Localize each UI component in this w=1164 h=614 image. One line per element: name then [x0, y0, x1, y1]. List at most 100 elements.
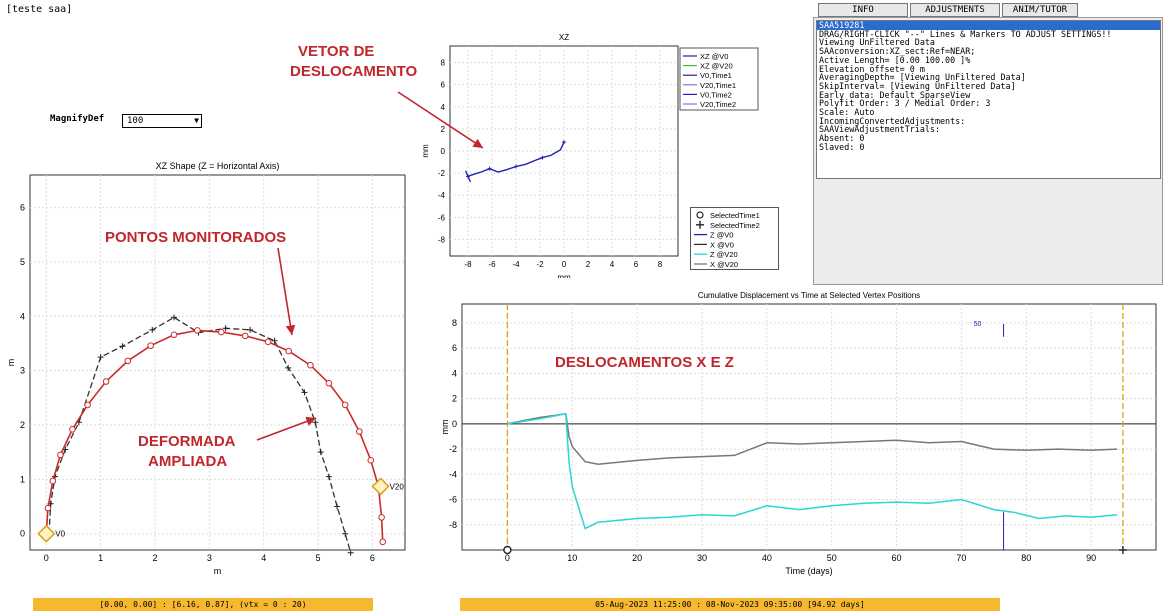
annotation-pontos: PONTOS MONITORADOS [105, 229, 287, 246]
vector-point [514, 164, 518, 169]
info-line: SkipInterval= [Viewing UnFiltered Data] [819, 80, 1016, 91]
deformed-point [119, 343, 126, 350]
y-tick-label: 8 [441, 59, 446, 68]
y-tick-label: -8 [449, 520, 457, 530]
info-line: Scale: Auto [819, 107, 875, 118]
annotation-vetor: VETOR DE DESLOCAMENTO [290, 42, 417, 82]
info-line[interactable]: SAA519281 [817, 21, 1160, 30]
shape-point [367, 457, 375, 464]
deformed-point [317, 449, 324, 456]
tab-bar: INFO ADJUSTMENTS ANIM/TUTOR [818, 3, 1078, 17]
shape-point [341, 401, 349, 409]
info-line: SAAViewAdjustmentTrials: [819, 124, 941, 135]
tab-anim-tutor[interactable]: ANIM/TUTOR [1002, 3, 1078, 17]
y-tick-label: -2 [438, 169, 446, 178]
chart-title: Cumulative Displacement vs Time at Selec… [698, 291, 920, 300]
y-tick-label: 4 [452, 368, 457, 378]
vertex-label: V20 [390, 482, 405, 491]
chart-title: XZ [559, 33, 569, 42]
x-tick-label: 4 [261, 553, 266, 563]
x-tick-label: 6 [634, 260, 639, 269]
info-line: AveragingDepth= [Viewing UnFiltered Data… [819, 72, 1026, 83]
shape-point [264, 338, 272, 346]
deformed-point [347, 549, 354, 556]
xz-shape-chart: 0 1 2 3 4 5 6 0 1 2 3 4 5 6 XZ Shape (Z = Horizontal A… [6, 161, 406, 576]
shape-point [285, 347, 292, 355]
time2-marker [1118, 546, 1127, 554]
annotation-vetor-line2: DESLOCAMENTO [290, 63, 418, 80]
time-chart: 0 10 20 30 40 50 60 70 80 90 -8 -6 -4 -2 0 2 4 6 8 Cumulati… [440, 291, 1157, 576]
shape-point [57, 451, 64, 459]
x-tick-label: -2 [536, 260, 544, 269]
x-tick-label: -8 [464, 260, 472, 269]
info-line: Elevation offset= 0 m [819, 63, 925, 74]
vector-point [487, 166, 492, 171]
x-tick-label: 1 [98, 553, 103, 563]
y-tick-label: 4 [441, 103, 446, 112]
shape-point [170, 331, 178, 339]
deformed-point [342, 530, 349, 537]
deformed-point [97, 354, 104, 361]
shape-point [49, 477, 57, 485]
y-tick-label: 6 [452, 343, 457, 353]
annotation-deslocamentos: DESLOCAMENTOS X E Z [555, 354, 734, 371]
shape-point [84, 401, 91, 409]
legend-label: Z @V0 [710, 231, 733, 240]
footer-coords: [0.00, 0.00] : [6.16, 0.87], (vtx = 0 : … [33, 598, 373, 611]
shape-point [194, 327, 201, 334]
x-tick-label: 50 [827, 553, 837, 563]
y-tick-label: 6 [20, 203, 25, 213]
x-tick-label: 10 [567, 553, 577, 563]
legend-label: X @V20 [710, 260, 738, 269]
shape-point [325, 379, 333, 387]
shape-point [147, 342, 154, 349]
y-tick-label: 8 [452, 318, 457, 328]
x-tick-label: 0 [44, 553, 49, 563]
legend-label: V0,Time1 [700, 71, 732, 80]
y-tick-label: 0 [441, 147, 446, 156]
annotation-vetor-line1: VETOR DE [298, 43, 375, 60]
plot-area [29, 174, 406, 551]
info-line: Polyfit Order: 3 / Medial Order: 3 [819, 98, 991, 109]
x-tick-label: 2 [152, 553, 157, 563]
info-line: DRAG/RIGHT-CLICK "--" Lines & Markers TO… [819, 28, 1112, 39]
y-tick-label: -6 [438, 213, 446, 222]
x-axis-label: Time (days) [785, 566, 832, 576]
legend-label: XZ @V0 [700, 52, 728, 61]
annotation-deformada: DEFORMADA AMPLIADA [138, 432, 236, 472]
y-axis-label: mm [421, 144, 430, 158]
y-tick-label: -6 [449, 495, 457, 505]
info-listbox[interactable]: SAA519281 DRAG/RIGHT-CLICK "--" Lines & M… [816, 20, 1161, 179]
xz-vector-chart: -8 -6 -4 -2 0 2 4 6 8 -8 -6 -4 -2 0 2 4 6 8 XZ mm mm XZ @V0XZ… [421, 33, 759, 278]
y-tick-label: -4 [438, 191, 446, 200]
legend-label: XZ @V20 [700, 62, 733, 71]
x-tick-label: 0 [562, 260, 567, 269]
y-axis-label: m [6, 359, 16, 367]
shape-point [356, 428, 363, 435]
info-line: SAAconversion:XZ_sect:Ref=NEAR; [819, 46, 976, 57]
shape-point [378, 514, 385, 521]
shape-point [379, 538, 387, 546]
magnify-select[interactable]: 100 ▼ [122, 114, 202, 128]
x-axis-label: mm [557, 273, 571, 278]
annotation-deformada-line2: AMPLIADA [148, 453, 228, 470]
deformed-point [334, 503, 341, 510]
series-line [507, 412, 1118, 530]
info-line: IncomingConvertedAdjustments: [819, 115, 966, 126]
shape-point [44, 504, 52, 512]
x-tick-label: 0 [505, 553, 510, 563]
legend-label: SelectedTime1 [710, 211, 760, 220]
x-tick-label: 6 [370, 553, 375, 563]
tab-adjustments[interactable]: ADJUSTMENTS [910, 3, 1000, 17]
x-tick-label: 3 [207, 553, 212, 563]
shape-point [241, 332, 249, 340]
legend-label: V20,Time2 [700, 100, 736, 109]
x-tick-label: -6 [488, 260, 496, 269]
series-line [507, 412, 1118, 465]
tab-info[interactable]: INFO [818, 3, 908, 17]
y-tick-label: 2 [452, 394, 457, 404]
shape-point [69, 426, 76, 433]
marker-label: 50 [974, 321, 982, 328]
x-tick-label: 80 [1021, 553, 1031, 563]
magnify-value: 100 [127, 116, 144, 126]
